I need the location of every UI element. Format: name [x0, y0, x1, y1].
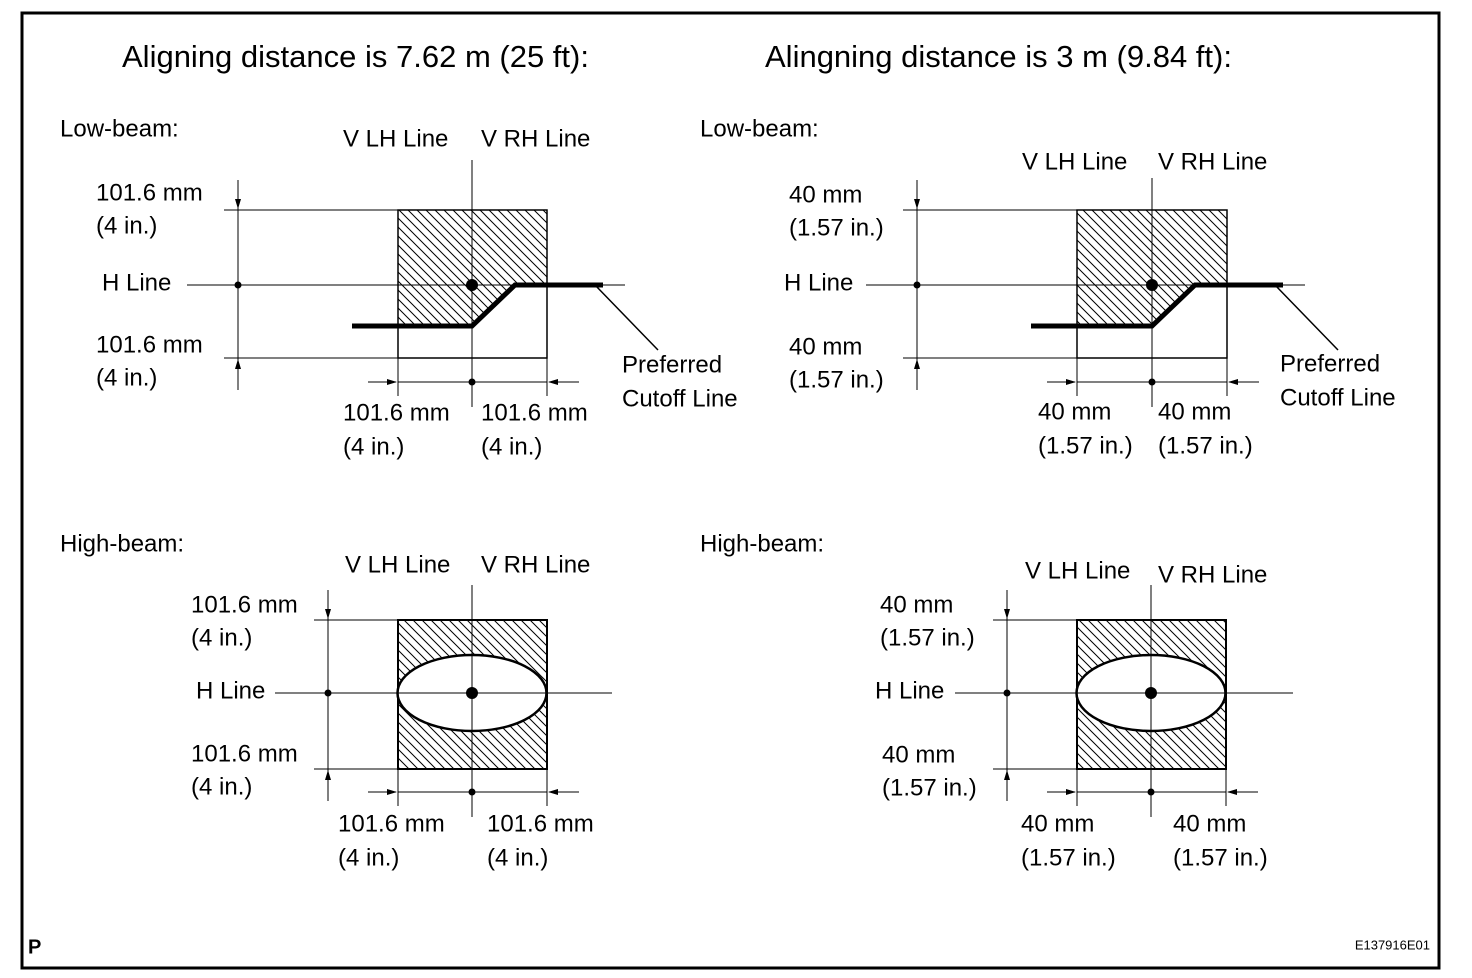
footer-mark: P: [28, 936, 41, 958]
beam-label: Low-beam:: [60, 115, 179, 142]
center-dot: [1145, 687, 1157, 699]
dim-label: 40 mm: [1038, 398, 1111, 425]
dim-label: 101.6 mm: [96, 331, 203, 358]
dim-label: (1.57 in.): [882, 774, 977, 801]
beam-label: High-beam:: [700, 530, 824, 557]
dim-label: (4 in.): [481, 433, 542, 460]
dim-label: (1.57 in.): [789, 366, 884, 393]
dim-label: (1.57 in.): [880, 624, 975, 651]
dim-label: 101.6 mm: [338, 810, 445, 837]
callout-label: Preferred: [1280, 350, 1380, 377]
dim-label: 40 mm: [1158, 398, 1231, 425]
callout-leader: [1274, 284, 1339, 351]
dim-label: 40 mm: [789, 181, 862, 208]
heading: Aligning distance is 7.62 m (25 ft):: [122, 39, 589, 74]
v-lh-label: V LH Line: [1022, 148, 1127, 175]
dim-label: (1.57 in.): [1021, 844, 1116, 871]
callout-label: Preferred: [622, 351, 722, 378]
heading: Alingning distance is 3 m (9.84 ft):: [765, 39, 1232, 74]
dim-label: (1.57 in.): [1158, 432, 1253, 459]
v-rh-label: V RH Line: [1158, 148, 1267, 175]
dim-label: 40 mm: [882, 741, 955, 768]
dim-dot: [1147, 788, 1155, 796]
dim-label: (4 in.): [191, 624, 252, 651]
v-rh-label: V RH Line: [1158, 561, 1267, 588]
dim-label: (1.57 in.): [1038, 432, 1133, 459]
v-rh-label: V RH Line: [481, 551, 590, 578]
beam-label: High-beam:: [60, 530, 184, 557]
h-line-label: H Line: [875, 677, 944, 704]
dim-label: 40 mm: [1021, 810, 1094, 837]
figure-id: E137916E01: [1355, 937, 1430, 952]
dim-label: 101.6 mm: [481, 399, 588, 426]
center-dot: [466, 687, 478, 699]
dim-label: 40 mm: [880, 591, 953, 618]
dim-label: (4 in.): [96, 364, 157, 391]
callout-leader: [594, 284, 659, 351]
dim-label: 101.6 mm: [343, 399, 450, 426]
frame: [20, 11, 1441, 970]
dim-label: 101.6 mm: [487, 810, 594, 837]
h-line-label: H Line: [784, 269, 853, 296]
h-line-label: H Line: [196, 677, 265, 704]
dim-label: 40 mm: [1173, 810, 1246, 837]
dim-dot: [468, 788, 476, 796]
dim-dot: [1148, 378, 1156, 386]
h-line-label: H Line: [102, 269, 171, 296]
center-dot: [1146, 279, 1158, 291]
dim-label: (4 in.): [96, 212, 157, 239]
center-dot: [466, 279, 478, 291]
dim-label: 101.6 mm: [191, 591, 298, 618]
dim-label: (4 in.): [338, 844, 399, 871]
dim-label: (4 in.): [343, 433, 404, 460]
dim-label: (1.57 in.): [789, 214, 884, 241]
dim-label: (1.57 in.): [1173, 844, 1268, 871]
dim-label: 101.6 mm: [96, 179, 203, 206]
v-lh-label: V LH Line: [343, 125, 448, 152]
dim-label: 40 mm: [789, 333, 862, 360]
dim-label: (4 in.): [191, 773, 252, 800]
dim-label: 101.6 mm: [191, 740, 298, 767]
v-rh-label: V RH Line: [481, 125, 590, 152]
v-lh-label: V LH Line: [1025, 557, 1130, 584]
dim-dot: [468, 378, 476, 386]
callout-label: Cutoff Line: [1280, 384, 1396, 411]
v-lh-label: V LH Line: [345, 551, 450, 578]
callout-label: Cutoff Line: [622, 385, 738, 412]
beam-label: Low-beam:: [700, 115, 819, 142]
dim-label: (4 in.): [487, 844, 548, 871]
